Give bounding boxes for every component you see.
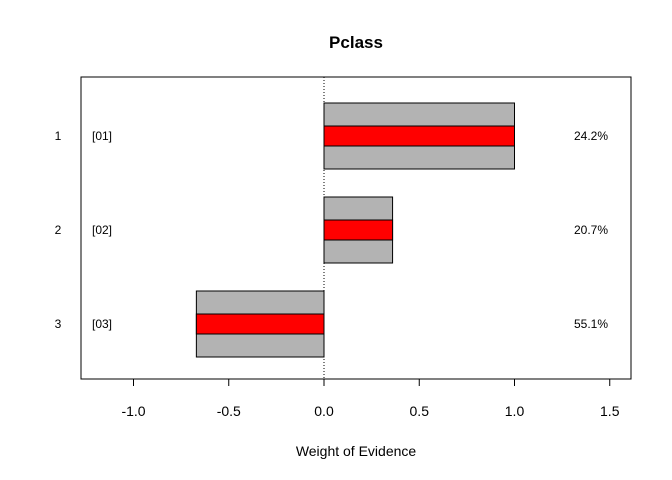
x-tick-label-1: -0.5 (217, 403, 241, 419)
row-label-1: 1 (55, 129, 62, 143)
percentage-label-2: 20.7% (574, 223, 608, 237)
x-tick-label-4: 1.0 (505, 403, 525, 419)
x-tick-label-0: -1.0 (121, 403, 145, 419)
x-tick-label-2: 0.0 (314, 403, 334, 419)
bin-label-2: [02] (92, 223, 112, 237)
x-tick-label-3: 0.5 (410, 403, 430, 419)
bin-label-3: [03] (92, 317, 112, 331)
bin-label-1: [01] (92, 129, 112, 143)
bar-inner-2 (323, 219, 394, 241)
row-label-3: 3 (55, 317, 62, 331)
x-axis-label: Weight of Evidence (296, 443, 417, 459)
x-tick-label-5: 1.5 (600, 403, 620, 419)
bars-group: 1 [01] 24.2% 2 [02] 20.7% 3 [03] 55.1% (55, 77, 608, 379)
percentage-label-3: 55.1% (574, 317, 608, 331)
x-axis: -1.0 -0.5 0.0 0.5 1.0 1.5 (121, 378, 620, 419)
percentage-label-1: 24.2% (574, 129, 608, 143)
chart-title: Pclass (329, 33, 383, 52)
bar-inner-3 (195, 313, 325, 335)
bar-inner-1 (323, 125, 515, 147)
row-label-2: 2 (55, 223, 62, 237)
